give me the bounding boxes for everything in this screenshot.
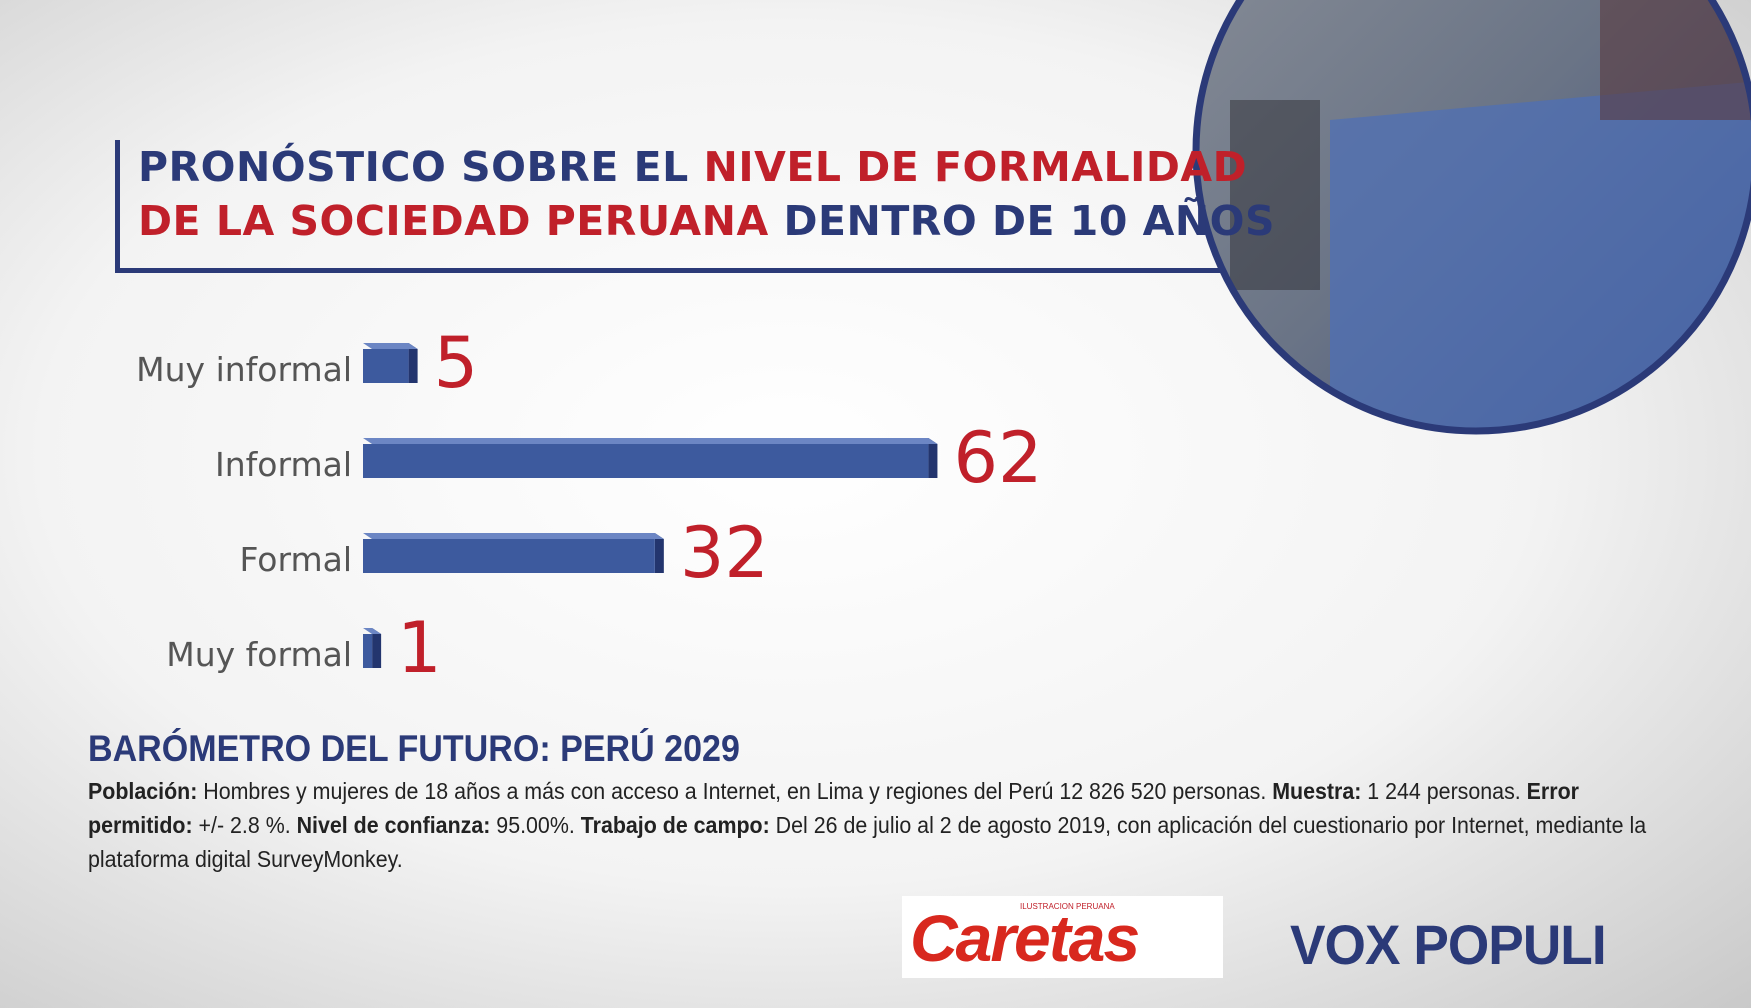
footer-heading: BARÓMETRO DEL FUTURO: PERÚ 2029 xyxy=(88,728,740,769)
bar-edge xyxy=(928,438,938,478)
value-label: 32 xyxy=(680,512,769,594)
value-label: 62 xyxy=(953,417,1042,499)
category-label: Muy formal xyxy=(166,635,352,674)
photo-frame xyxy=(1192,0,1751,435)
bar-edge xyxy=(363,533,664,539)
title-text: DENTRO DE 10 AÑOS xyxy=(768,197,1276,245)
bar-edge xyxy=(363,438,938,444)
bar-edge xyxy=(363,628,382,634)
bar-edge xyxy=(372,628,382,668)
title-highlight: DE LA SOCIEDAD PERUANA xyxy=(138,197,769,245)
bar-edge xyxy=(363,343,418,349)
notes: Población: Hombres y mujeres de 18 años … xyxy=(88,774,1688,876)
voxpopuli-logo: VOX POPULI xyxy=(1290,913,1607,976)
note-label: Población: xyxy=(88,778,198,804)
title-highlight: NIVEL DE FORMALIDAD xyxy=(703,143,1248,191)
note-text: Del 26 de julio al 2 de agosto 2019, con… xyxy=(88,812,1647,872)
note-label: Nivel de confianza: xyxy=(296,812,491,838)
category-label: Informal xyxy=(215,445,352,484)
bar xyxy=(363,349,409,383)
bar xyxy=(363,444,929,478)
category-label: Muy informal xyxy=(136,350,352,389)
title: PRONÓSTICO SOBRE EL NIVEL DE FORMALIDAD … xyxy=(115,140,1275,273)
caretas-logo: Caretas ILUSTRACION PERUANA xyxy=(902,896,1223,978)
logo-text: Caretas xyxy=(910,901,1140,975)
bar xyxy=(363,634,373,668)
footer: BARÓMETRO DEL FUTURO: PERÚ 2029 Població… xyxy=(88,728,1688,876)
bar-edge xyxy=(654,533,664,573)
value-label: 1 xyxy=(397,607,442,689)
logo-tag: ILUSTRACION PERUANA xyxy=(1020,902,1115,911)
note-label: Muestra: xyxy=(1272,778,1362,804)
note-text: 1 244 personas. xyxy=(1361,778,1527,804)
category-label: Formal xyxy=(239,540,352,579)
title-line: PRONÓSTICO SOBRE EL NIVEL DE FORMALIDAD xyxy=(120,140,1247,194)
value-label: 5 xyxy=(434,322,479,404)
bar-edge xyxy=(408,343,418,383)
note-text: Hombres y mujeres de 18 años a más con a… xyxy=(197,778,1273,804)
title-line: DE LA SOCIEDAD PERUANA DENTRO DE 10 AÑOS xyxy=(120,194,1275,248)
bar xyxy=(363,539,655,573)
title-text: PRONÓSTICO SOBRE EL xyxy=(138,143,704,191)
note-label: Trabajo de campo: xyxy=(580,812,770,838)
note-text: 95.00%. xyxy=(490,812,581,838)
note-label: Error permitido: xyxy=(88,778,1579,838)
note-text: +/- 2.8 %. xyxy=(192,812,297,838)
